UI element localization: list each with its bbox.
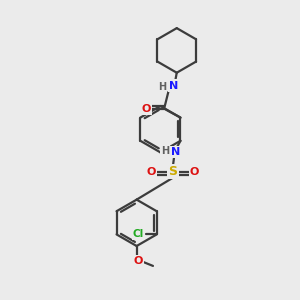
Text: O: O (190, 167, 199, 177)
Text: O: O (141, 104, 150, 114)
Text: O: O (134, 256, 143, 266)
Text: Cl: Cl (133, 230, 144, 239)
Text: N: N (169, 80, 178, 91)
Text: O: O (147, 167, 156, 177)
Text: N: N (171, 147, 180, 157)
Text: H: H (161, 146, 169, 156)
Text: S: S (169, 165, 178, 178)
Text: H: H (158, 82, 166, 92)
